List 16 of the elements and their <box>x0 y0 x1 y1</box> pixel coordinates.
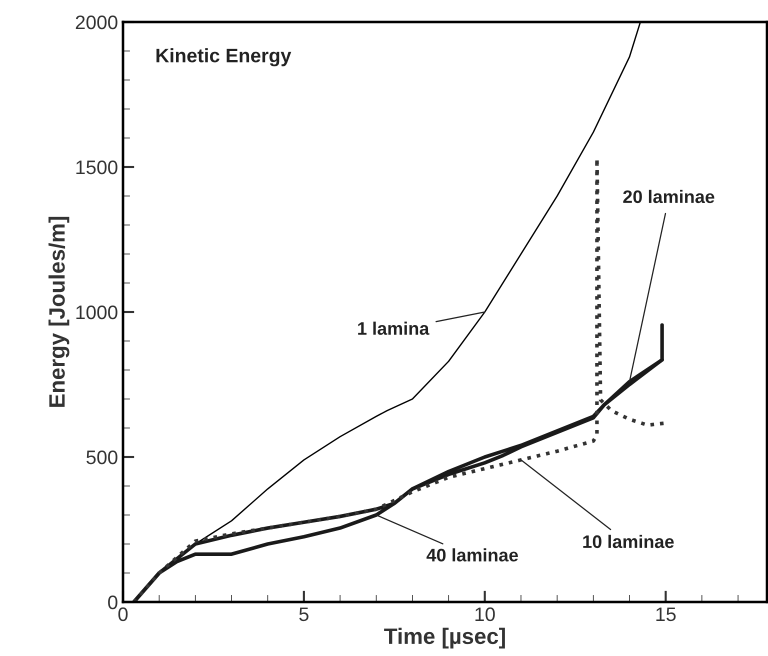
y-tick-label: 1000 <box>76 305 118 320</box>
y-tick-label: 500 <box>86 450 118 464</box>
x-tick-label: 15 <box>656 608 676 622</box>
annotation: 20 laminae <box>623 190 714 204</box>
annotation: 40 laminae <box>426 548 518 562</box>
x-axis-title: Time [µsec] <box>384 628 505 648</box>
annotation: 1 lamina <box>358 322 430 335</box>
x-tick-label: 10 <box>475 607 495 622</box>
text: Kinetic Energy <box>156 48 292 66</box>
x-tick-label: 0 <box>118 607 128 622</box>
x-tick-label: 5 <box>299 608 308 622</box>
y-axis-title: Energy [Joules/m] <box>48 216 70 407</box>
y-tick-label: 1500 <box>76 160 118 174</box>
annotation: 10 laminae <box>583 534 674 548</box>
y-tick-label: 0 <box>108 595 118 610</box>
y-tick-label: 2000 <box>76 15 118 30</box>
